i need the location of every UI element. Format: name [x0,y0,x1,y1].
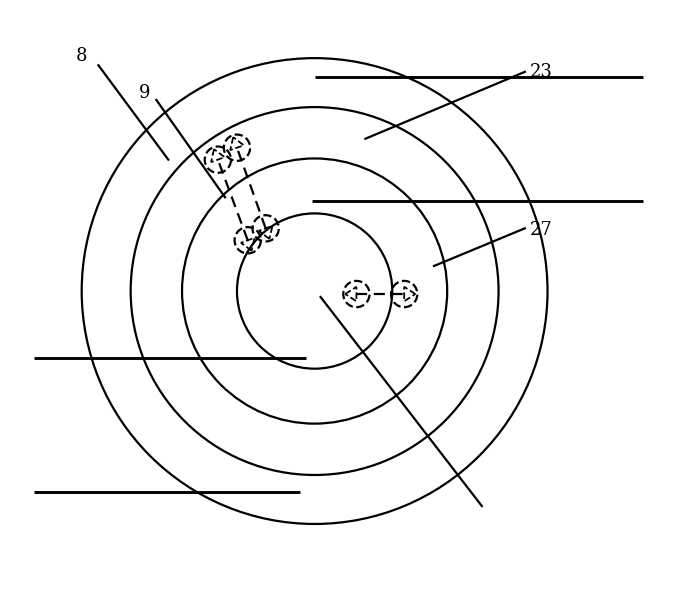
Text: 27: 27 [530,221,553,239]
Text: 23: 23 [530,63,553,81]
Text: 8: 8 [76,47,87,65]
Text: 9: 9 [139,84,150,102]
